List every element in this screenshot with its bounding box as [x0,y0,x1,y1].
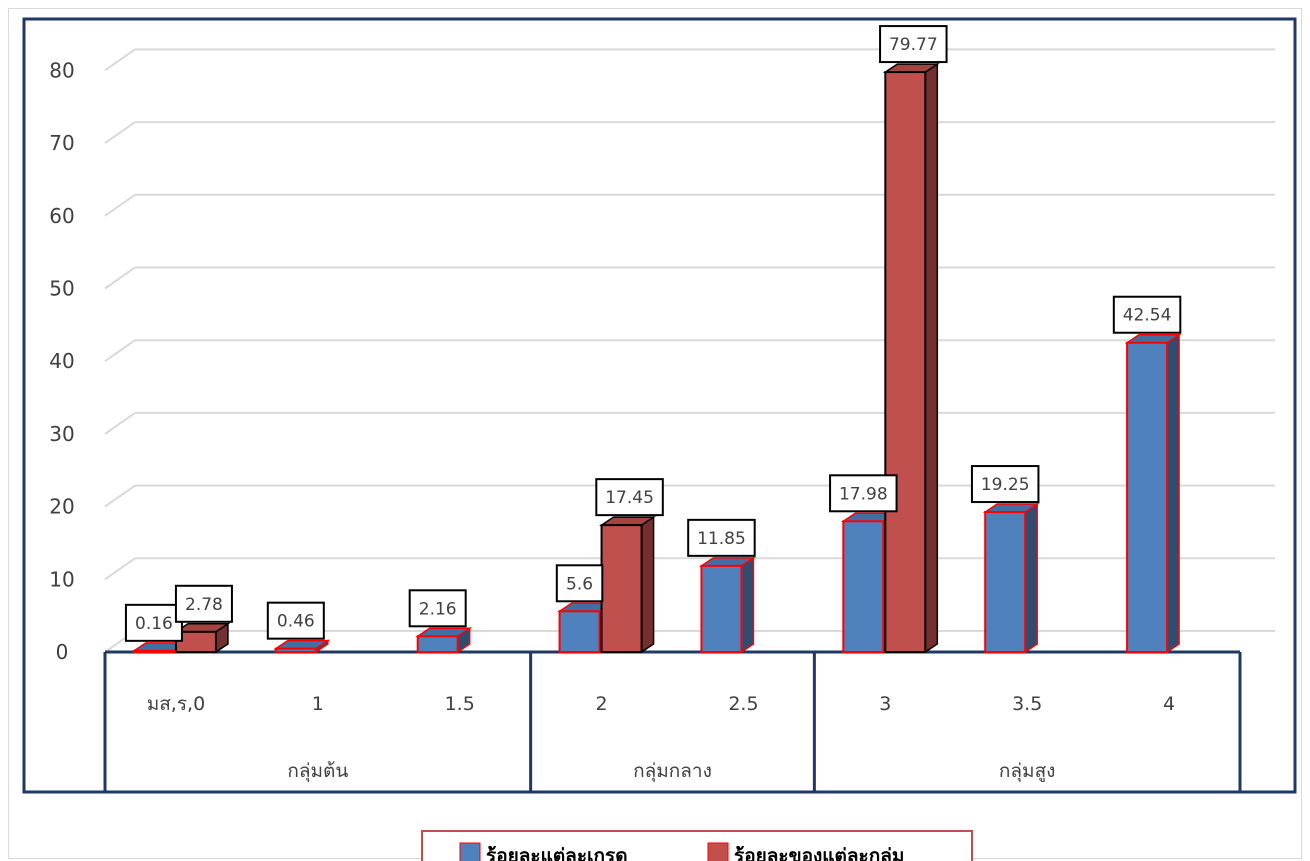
y-tick-label: 0 [56,640,69,664]
data-label: 17.45 [605,488,654,508]
legend-swatch [459,842,481,861]
y-tick-label: 40 [49,349,74,373]
data-label: 2.78 [185,595,223,615]
data-label: 17.98 [839,484,888,504]
data-label: 42.54 [1123,306,1172,326]
data-label: 5.6 [566,574,593,594]
group-label: กลุ่มกลาง [633,760,712,783]
gridline-diag [104,557,136,581]
legend-label: ร้อยละของแต่ละกลุ่ม [734,845,904,861]
data-label-box [829,474,898,513]
x-tick-label: 4 [1163,693,1175,715]
data-label-box [879,25,948,64]
y-tick-label: 60 [49,204,74,228]
gridlines [104,48,1275,653]
bar-front [700,564,743,654]
legend: ร้อยละแต่ละเกรด ร้อยละของแต่ละกลุ่ม [421,830,973,861]
bar [599,515,657,654]
gridline-diag [104,339,136,363]
bar-front [984,511,1027,653]
x-tick-label: 2.5 [728,693,758,715]
y-tick-label: 10 [49,567,74,591]
bar-front [416,635,459,654]
y-axis: 0 10 20 30 40 50 60 70 80 [49,58,74,664]
data-label-box [595,478,664,517]
data-label-box [124,603,183,642]
y-tick-label: 80 [49,58,74,82]
gridline-diag [104,48,136,72]
bar-front [558,610,601,654]
bar-front [842,520,885,653]
x-tick-label: 1 [312,693,324,715]
data-label-box [970,465,1040,504]
plot-frame [22,17,1297,794]
data-label: 2.16 [419,599,457,619]
group-label: กลุ่มต้น [287,760,348,783]
legend-label: ร้อยละแต่ละเกรด [486,845,628,861]
data-label: 11.85 [697,529,746,549]
group-label: กลุ่มสูง [999,760,1056,783]
bar-front [600,524,643,653]
data-label-box [266,601,325,640]
bar-side [740,556,755,654]
data-label-box [555,564,604,603]
y-tick-label: 50 [49,277,74,301]
gridline-diag [104,412,136,435]
bar [1124,333,1182,654]
gridline-diag [104,193,136,217]
data-label-box [1112,295,1182,334]
bar-front [884,71,927,654]
data-label: 19.25 [981,475,1030,495]
legend-box [421,830,973,861]
chart-frame [8,8,1302,859]
gridline-diag [104,484,136,508]
bar-front [1126,341,1169,653]
bar-front [174,630,217,654]
bar [698,556,756,654]
data-label: 0.16 [135,614,173,634]
y-tick-label: 30 [49,422,74,446]
legend-swatch [707,842,729,861]
bar [882,62,940,654]
x-tick-label: 3 [879,693,891,715]
bar-side [640,515,655,654]
data-label: 0.46 [277,612,315,632]
x-tick-label: 1.5 [445,693,475,715]
bar-front [274,647,317,654]
data-label-box [408,589,467,628]
data-label: 79.77 [889,35,938,55]
bar [273,639,331,654]
x-tick-label: 3.5 [1012,693,1042,715]
x-tick-label: 2 [596,693,608,715]
gridline-diag [104,121,136,144]
bar [982,502,1040,654]
data-label-box [174,584,233,623]
x-axis: มส,ร,0 1 1.5 2 2.5 3 3.5 4 กลุ่มต้น กลุ่มกลาง กลุ่… [103,650,1242,792]
bar-side [1166,333,1180,654]
y-tick-label: 70 [49,131,74,155]
bar [173,622,231,654]
bar-side [924,62,939,654]
bar-front [132,649,175,653]
bar-side [1024,502,1038,654]
y-tick-label: 20 [49,495,74,519]
x-tick-label: มส,ร,0 [147,693,206,715]
data-label-box [687,518,756,557]
bar [415,626,473,654]
gridline-diag [104,266,136,290]
data-labels: 0.16 0.46 2.16 5.6 11.85 17.98 19.25 42.54 2.78 1… [124,25,1182,642]
bars [131,62,1182,654]
